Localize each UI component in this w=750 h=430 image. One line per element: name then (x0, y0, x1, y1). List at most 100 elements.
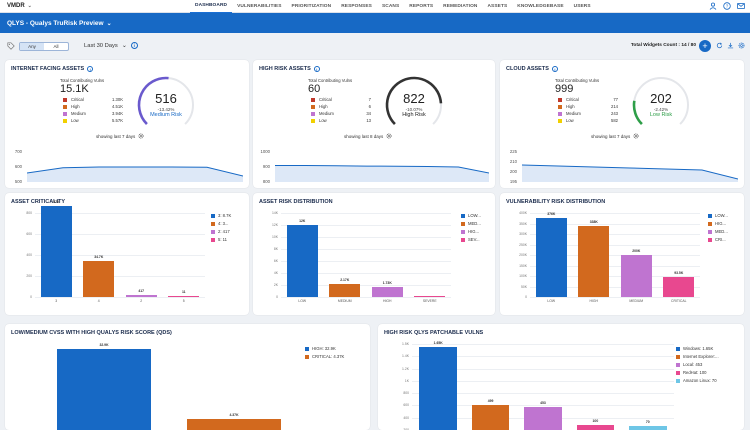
legend-item[interactable]: 3: 8.7K (211, 213, 231, 218)
bar[interactable] (286, 225, 318, 297)
settings-icon[interactable] (138, 133, 144, 140)
settings-icon[interactable] (386, 133, 392, 140)
trend-line (522, 164, 738, 180)
dashboard-title: QLYS - Qualys TruRisk Preview (7, 19, 104, 27)
y-tick-label: 12K (271, 223, 278, 227)
legend-swatch (676, 362, 680, 367)
gauge-fill (385, 76, 443, 126)
gridline (530, 297, 700, 298)
date-range-select[interactable]: Last 30 Days ⌄ i (84, 42, 138, 49)
settings-icon[interactable] (738, 42, 745, 49)
nav-item-prioritization[interactable]: PRIORITIZATION (291, 3, 332, 9)
gauge-fill (632, 100, 643, 126)
bar-value-label: 376K (547, 212, 556, 217)
toggle-all[interactable]: All (53, 44, 59, 49)
severity-name: Medium (71, 111, 86, 116)
nav-item-knowledgebase[interactable]: KNOWLEDGEBASE (517, 3, 564, 9)
legend-item[interactable]: HIGH: 32.9K (305, 346, 336, 351)
mail-icon[interactable] (737, 2, 745, 10)
total-vulns-label: Total Contributing Vulns (308, 78, 353, 83)
x-tick-label: MEDIUM (337, 299, 352, 303)
x-tick-label: 2 (140, 299, 143, 303)
nav-item-dashboard[interactable]: DASHBOARD (190, 0, 233, 13)
nav-item-vulnerabilities[interactable]: VULNERABILITIES (237, 3, 282, 9)
nav-item-assets[interactable]: ASSETS (487, 3, 508, 9)
user-icon[interactable] (709, 2, 717, 10)
legend-item[interactable]: HIG... (708, 221, 726, 226)
nav-item-remediation[interactable]: REMEDIATION (443, 3, 478, 9)
help-icon[interactable]: ? (723, 2, 731, 10)
bar[interactable] (535, 218, 567, 297)
bar[interactable] (40, 205, 72, 297)
legend-item[interactable]: CRITICAL: 4.37K (305, 354, 344, 359)
legend-label: LOW... (468, 213, 481, 218)
bar[interactable] (371, 286, 403, 297)
legend-item[interactable]: MED... (461, 221, 481, 226)
severity-row: Critical 7 (311, 97, 371, 102)
download-icon[interactable] (727, 42, 734, 49)
bar[interactable] (187, 419, 281, 430)
gridline (281, 225, 451, 226)
nav-item-scans[interactable]: SCANS (381, 3, 400, 9)
legend-item[interactable]: 5: 11 (211, 237, 227, 242)
legend-item[interactable]: 4: 3... (211, 221, 228, 226)
any-all-toggle[interactable]: Any All (19, 42, 69, 51)
trend-y-tick: 200 (509, 169, 517, 174)
legend-item[interactable]: LOW... (708, 213, 728, 218)
bar[interactable] (524, 407, 562, 430)
bar[interactable] (57, 349, 151, 430)
bar[interactable] (628, 426, 667, 430)
legend-item[interactable]: Windows: 1.65K (676, 346, 713, 351)
info-icon[interactable]: i (313, 66, 320, 72)
legend-item[interactable]: MED... (708, 229, 728, 234)
bar-value-label: 11 (181, 289, 186, 294)
risk-gauge (385, 76, 443, 126)
legend-item[interactable]: LOW... (461, 213, 481, 218)
nav-item-users[interactable]: USERS (573, 3, 591, 9)
legend-item[interactable]: 2: 417 (211, 229, 230, 234)
x-tick-label: 4 (97, 299, 100, 303)
refresh-icon[interactable] (716, 42, 723, 49)
trend-area (275, 165, 489, 182)
bar[interactable] (419, 346, 458, 430)
add-widget-button[interactable]: + (699, 40, 711, 52)
x-tick-label: 5 (182, 299, 185, 303)
bar[interactable] (168, 295, 200, 297)
severity-swatch (558, 111, 562, 116)
dashboard-selector[interactable]: QLYS - Qualys TruRisk Preview ⌄ (0, 13, 750, 33)
tag-icon[interactable] (7, 42, 15, 50)
legend-item[interactable]: Local: 453 (676, 362, 702, 367)
nav-item-reports[interactable]: REPORTS (409, 3, 434, 9)
info-icon[interactable]: i (130, 42, 138, 49)
app-switcher[interactable]: VMDR ⌄ (0, 3, 190, 9)
settings-icon[interactable] (633, 133, 639, 140)
y-tick-label: 50K (520, 284, 527, 289)
legend-item[interactable]: RedHat: 100 (676, 370, 707, 375)
bar[interactable] (414, 296, 446, 297)
bar[interactable] (125, 295, 157, 297)
info-icon[interactable]: i (551, 66, 558, 72)
info-icon[interactable]: i (87, 66, 94, 72)
bar-value-label: 200K (632, 249, 641, 253)
bar[interactable] (620, 255, 652, 297)
main-nav: DASHBOARD VULNERABILITIES PRIORITIZATION RE… (190, 0, 596, 13)
toggle-any[interactable]: Any (20, 43, 44, 50)
total-vulns-value: 999 (555, 83, 574, 95)
bar[interactable] (83, 261, 115, 297)
legend-item[interactable]: HIG... (461, 229, 479, 234)
legend-item[interactable]: SEV... (461, 237, 480, 242)
bar[interactable] (578, 226, 610, 297)
legend-item[interactable]: CRI... (708, 237, 726, 242)
nav-item-responses[interactable]: RESPONSES (341, 3, 372, 9)
bar[interactable] (329, 283, 361, 297)
legend-item[interactable]: Amazon Linux: 70 (676, 378, 717, 383)
y-tick-label: 400 (403, 415, 409, 420)
legend-item[interactable]: Internet Explorer:... (676, 354, 719, 359)
trend-chart (275, 165, 489, 182)
showing-period: showing last 8 days (344, 133, 392, 140)
bar[interactable] (663, 277, 695, 297)
bar[interactable] (471, 404, 510, 430)
x-tick-label: 3 (55, 299, 58, 303)
x-tick-label: HIGH (589, 299, 598, 303)
bar[interactable] (576, 424, 615, 430)
